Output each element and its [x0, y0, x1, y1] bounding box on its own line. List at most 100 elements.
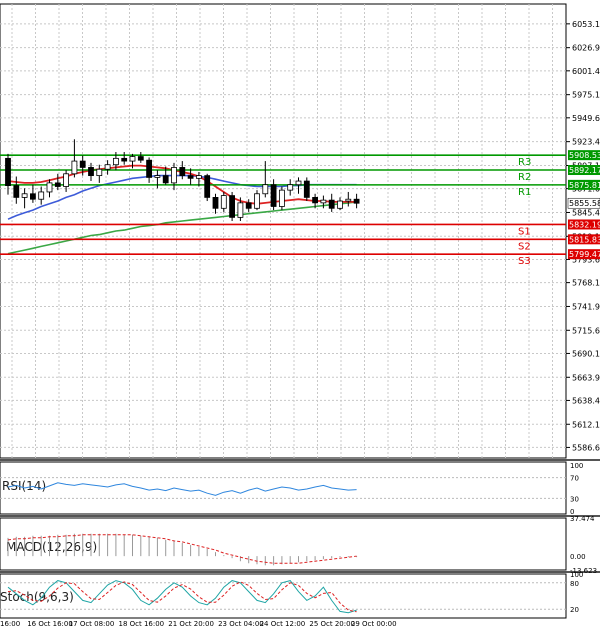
price-axis: 6053.15 6026.90 6001.40 5975.15 5949.65 5923.…	[566, 20, 600, 614]
time-tick-label: 17 Oct 08:00	[69, 620, 115, 628]
level-price-label: 5892.17	[569, 166, 600, 175]
candle-body	[254, 193, 260, 209]
candlesticks	[5, 139, 360, 222]
level-name-s2: S2	[518, 241, 531, 252]
candle-body	[137, 156, 144, 161]
stoch-d-line	[7, 581, 357, 613]
candle-body	[353, 198, 360, 204]
level-price-label: 5815.83	[569, 235, 600, 244]
rsi-tick-label: 0	[570, 508, 574, 516]
price-tick-label: 6001.40	[572, 67, 600, 76]
stoch-tick-label: 80	[570, 580, 579, 588]
candle-body	[195, 175, 202, 179]
stoch-label: Stoch(9,6,3)	[0, 590, 74, 604]
time-tick-label: 16:00	[0, 620, 20, 628]
candle-body	[129, 156, 136, 162]
candle-body	[154, 175, 161, 178]
rsi-pane: RSI(14)	[0, 477, 566, 499]
time-tick-label: 25 Oct 20:00	[309, 620, 355, 628]
level-price-label: 5832.19	[569, 220, 600, 229]
candle-body	[146, 159, 153, 178]
level-name-r2: R2	[518, 172, 531, 183]
rsi-tick-label: 100	[570, 462, 583, 470]
macd-label: MACD(12,26,9)	[6, 540, 97, 554]
level-price-label: 5875.81	[569, 181, 600, 190]
candle-body	[71, 160, 78, 175]
time-tick-label: 16 Oct 16:00	[27, 620, 73, 628]
macd-tick-label: 37.474	[570, 515, 595, 523]
level-price-box	[568, 234, 600, 245]
candle-body	[29, 193, 36, 200]
candle-body	[63, 173, 69, 187]
candle-body	[237, 202, 244, 218]
candle-body	[345, 198, 352, 202]
level-name-r1: R1	[518, 187, 531, 198]
candle-body	[113, 157, 119, 166]
candle-body	[287, 184, 294, 191]
candle-body	[5, 157, 11, 187]
price-tick-label: 5638.40	[572, 396, 600, 405]
price-tick-label: 5586.65	[572, 443, 600, 452]
stoch-tick-label: 100	[570, 571, 583, 579]
macd-tick-label: -13.623	[570, 567, 597, 575]
candle-body	[88, 167, 94, 177]
level-price-label: 5908.53	[569, 151, 600, 160]
candle-body	[96, 168, 103, 177]
candle-body	[229, 195, 236, 218]
macd-tick-label: 0.00	[570, 553, 586, 561]
time-tick-label: 24 Oct 12:00	[260, 620, 306, 628]
candle-body	[13, 185, 20, 198]
price-tick-label: 5690.15	[572, 349, 600, 358]
candle-body	[320, 199, 327, 204]
ma-green-line	[7, 201, 357, 255]
rsi-tick-label: 70	[570, 475, 579, 483]
macd-signal-line	[7, 534, 357, 564]
level-name-r3: R3	[518, 157, 531, 168]
price-tick-label: 5715.65	[572, 326, 600, 335]
price-tick-label: 6053.15	[572, 20, 600, 29]
price-tick-label: 5612.15	[572, 420, 600, 429]
rsi-tick-label: 30	[570, 495, 579, 503]
time-tick-label: 23 Oct 04:00	[218, 620, 264, 628]
price-tick-label: 5793.65	[572, 255, 600, 264]
candle-body	[270, 184, 277, 207]
candle-body	[79, 160, 86, 168]
price-tick-label: 5768.15	[572, 279, 600, 288]
time-tick-label: 21 Oct 20:00	[168, 620, 214, 628]
pane-frame	[0, 573, 567, 619]
candle-body	[187, 175, 194, 179]
candle-body	[245, 202, 252, 209]
level-name-s3: S3	[518, 256, 531, 267]
time-tick-label: 18 Oct 16:00	[119, 620, 165, 628]
level-price-box	[568, 179, 600, 190]
stoch-pane: Stoch(9,6,3)	[0, 580, 566, 614]
price-tick-label: 5663.90	[572, 373, 600, 382]
time-tick-label: 29 Oct 00:00	[351, 620, 397, 628]
last-price-box	[567, 197, 600, 209]
price-tick-label: 5741.90	[572, 302, 600, 311]
candle-body	[303, 180, 310, 198]
macd-pane: MACD(12,26,9)	[6, 533, 358, 566]
pane-frame	[0, 517, 567, 571]
pane-frame	[0, 3, 567, 459]
candle-body	[54, 182, 61, 187]
level-name-s1: S1	[518, 226, 531, 237]
rsi-line	[7, 482, 357, 496]
pane-frame	[0, 461, 567, 515]
candle-body	[220, 195, 227, 209]
candle-body	[312, 197, 319, 204]
candle-body	[179, 167, 186, 177]
candle-body	[21, 193, 28, 198]
candle-body	[204, 175, 211, 198]
price-tick-label: 5845.40	[572, 208, 600, 217]
candle-body	[46, 182, 53, 193]
candle-body	[278, 189, 285, 207]
candle-body	[262, 184, 269, 195]
rsi-label: RSI(14)	[2, 479, 46, 493]
candle-body	[328, 199, 335, 209]
stoch-tick-label: 20	[570, 606, 579, 614]
price-pane: R3 R2 R1 S1 S2 S3	[0, 139, 566, 267]
